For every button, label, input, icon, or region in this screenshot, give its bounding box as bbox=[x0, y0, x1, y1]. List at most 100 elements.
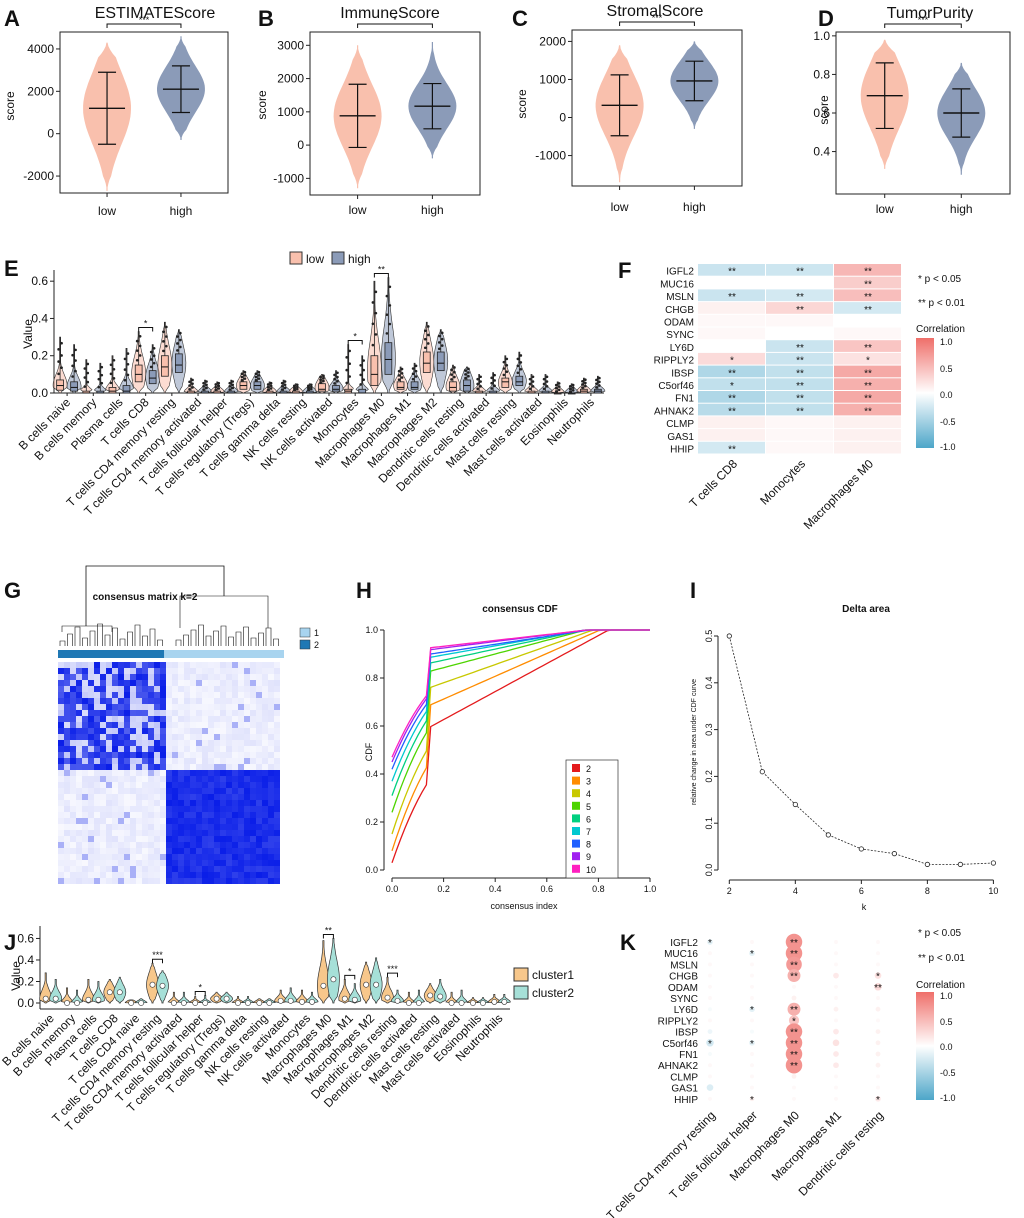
consensus-cell bbox=[178, 734, 184, 740]
consensus-cell bbox=[136, 794, 142, 800]
outlier-point bbox=[109, 363, 113, 367]
consensus-cell bbox=[262, 734, 268, 740]
consensus-cell bbox=[58, 734, 64, 740]
consensus-cell bbox=[136, 662, 142, 668]
panel-d-ylabel: score bbox=[817, 95, 831, 125]
outlier-point bbox=[423, 329, 427, 333]
outlier-point bbox=[74, 369, 77, 373]
mean-dot-cluster1 bbox=[470, 1000, 476, 1006]
consensus-cell bbox=[238, 812, 244, 818]
consensus-cell bbox=[148, 800, 154, 806]
consensus-cell bbox=[64, 662, 70, 668]
consensus-cell bbox=[232, 668, 238, 674]
consensus-cell bbox=[214, 830, 220, 836]
consensus-cell bbox=[238, 872, 244, 878]
consensus-cell bbox=[124, 782, 130, 788]
heat-star: ** bbox=[796, 406, 804, 417]
consensus-cell bbox=[70, 722, 76, 728]
consensus-cell bbox=[112, 746, 118, 752]
consensus-cell bbox=[88, 776, 94, 782]
consensus-cell bbox=[244, 716, 250, 722]
consensus-cell bbox=[130, 878, 136, 884]
consensus-cell bbox=[118, 866, 124, 872]
panel-label-i: I bbox=[690, 578, 696, 603]
consensus-cell bbox=[142, 794, 148, 800]
consensus-cell bbox=[238, 704, 244, 710]
panel-e-boxplot: Value low high 0.00.20.40.6B cells naive… bbox=[16, 251, 606, 518]
consensus-cell bbox=[58, 878, 64, 884]
x-tick-label: 8 bbox=[925, 886, 930, 896]
delta-point-k8 bbox=[924, 861, 930, 867]
consensus-cell bbox=[58, 770, 64, 776]
consensus-cell bbox=[208, 716, 214, 722]
consensus-cell bbox=[76, 854, 82, 860]
consensus-cell bbox=[94, 746, 100, 752]
consensus-cell bbox=[142, 866, 148, 872]
consensus-cell bbox=[202, 800, 208, 806]
y-tick-label: 0.4 bbox=[365, 769, 378, 779]
consensus-cell bbox=[178, 806, 184, 812]
consensus-cell bbox=[136, 704, 142, 710]
outlier-point bbox=[266, 383, 270, 386]
delta-line bbox=[728, 635, 994, 865]
consensus-cell bbox=[100, 764, 106, 770]
heat-cell bbox=[698, 352, 765, 365]
consensus-cell bbox=[124, 818, 130, 824]
legend-label-cluster2: cluster2 bbox=[532, 986, 574, 1000]
consensus-cell bbox=[274, 776, 280, 782]
consensus-cell bbox=[208, 758, 214, 764]
panel-h-ylabel: CDF bbox=[364, 742, 374, 761]
heat-star: ** bbox=[796, 381, 804, 392]
consensus-cell bbox=[82, 770, 88, 776]
outlier-point bbox=[437, 347, 441, 351]
bubble-star: ** bbox=[874, 983, 882, 994]
corr-bubble bbox=[750, 1029, 754, 1034]
violin-cluster2 bbox=[327, 938, 340, 1004]
consensus-cell bbox=[94, 788, 100, 794]
consensus-cell bbox=[148, 674, 154, 680]
bubble-star: ** bbox=[790, 949, 798, 960]
outlier-point bbox=[97, 385, 101, 389]
outlier-point bbox=[60, 354, 63, 357]
consensus-cell bbox=[124, 824, 130, 830]
y-tick-label: 0 bbox=[559, 111, 566, 125]
consensus-cell bbox=[148, 764, 154, 770]
consensus-cell bbox=[250, 782, 256, 788]
consensus-cell bbox=[232, 680, 238, 686]
consensus-cell bbox=[208, 866, 214, 872]
mean-dot-cluster2 bbox=[309, 999, 315, 1005]
consensus-cell bbox=[154, 848, 160, 854]
heat-star: ** bbox=[864, 267, 872, 278]
consensus-cell bbox=[70, 698, 76, 704]
consensus-cell bbox=[250, 854, 256, 860]
consensus-cell bbox=[256, 692, 262, 698]
consensus-cell bbox=[262, 692, 268, 698]
consensus-cell bbox=[202, 788, 208, 794]
dendrogram-branch bbox=[220, 625, 227, 646]
consensus-cell bbox=[232, 662, 238, 668]
corr-bubble bbox=[787, 1002, 801, 1016]
consensus-cell bbox=[100, 854, 106, 860]
corr-bubble bbox=[708, 984, 712, 989]
consensus-cell bbox=[124, 848, 130, 854]
consensus-cell bbox=[250, 800, 256, 806]
consensus-cell bbox=[208, 848, 214, 854]
consensus-cell bbox=[136, 734, 142, 740]
y-tick-label: 1.0 bbox=[365, 625, 378, 635]
panel-g-legend-swatch-2 bbox=[299, 639, 311, 650]
consensus-cell bbox=[82, 842, 88, 848]
outlier-point bbox=[257, 374, 261, 377]
sig-label-T cells CD8: * bbox=[144, 319, 148, 329]
consensus-cell bbox=[154, 776, 160, 782]
consensus-cell bbox=[82, 788, 88, 794]
consensus-cell bbox=[202, 692, 208, 698]
outlier-point bbox=[228, 388, 232, 391]
consensus-cell bbox=[208, 734, 214, 740]
consensus-cell bbox=[268, 722, 274, 728]
consensus-cell bbox=[58, 836, 64, 842]
consensus-cell bbox=[94, 806, 100, 812]
heat-cell bbox=[834, 302, 901, 314]
consensus-cell bbox=[196, 818, 202, 824]
outlier-point bbox=[179, 331, 182, 335]
consensus-cell bbox=[274, 830, 280, 836]
